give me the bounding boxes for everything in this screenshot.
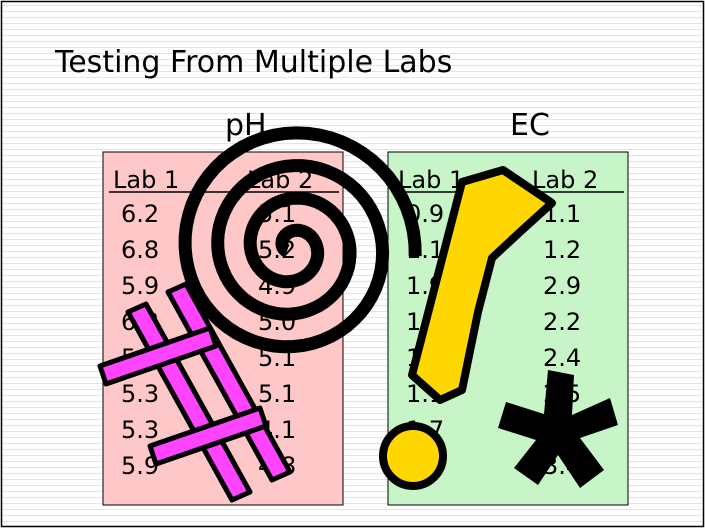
cell: 6.2 [121, 200, 159, 228]
slide: Testing From Multiple Labs pHLab 1Lab 26… [0, 0, 705, 528]
cell: 5.3 [121, 416, 159, 444]
slide-title: Testing From Multiple Labs [54, 45, 452, 80]
cell: 5.3 [121, 380, 159, 408]
cell: 2.2 [543, 308, 581, 336]
cell: 5.9 [121, 272, 159, 300]
column-header: Lab 2 [532, 166, 598, 194]
table-label: EC [510, 108, 550, 143]
cell: 2.9 [543, 272, 581, 300]
cell: 5.1 [258, 380, 296, 408]
cell: 2.4 [543, 344, 581, 372]
cell: 1.2 [543, 236, 581, 264]
column-header: Lab 1 [113, 166, 179, 194]
cell: 6.8 [121, 236, 159, 264]
column-header: Lab 1 [398, 166, 464, 194]
